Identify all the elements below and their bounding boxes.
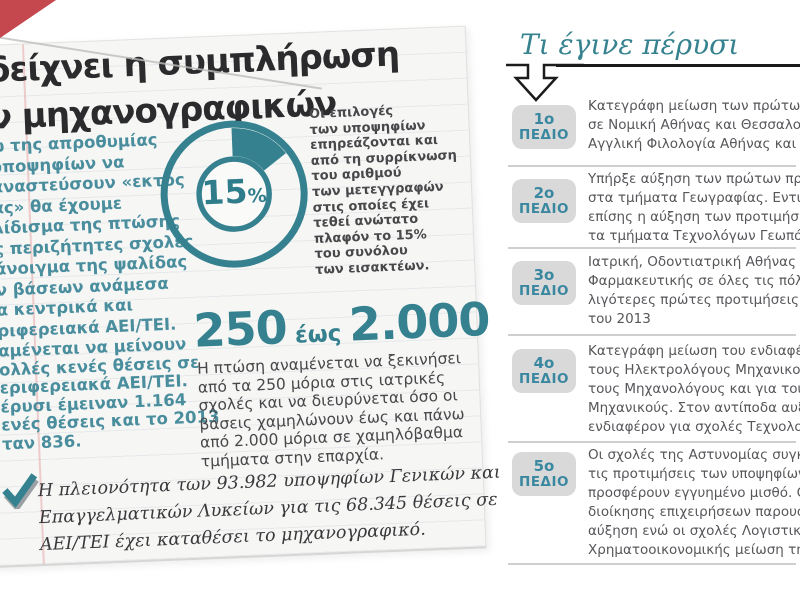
description-line: του 2013: [588, 311, 651, 327]
field-description-2: Υπήρξε αύξηση των πρώτων προτι στα τμήμα…: [588, 170, 800, 246]
badge-label: ΠΕΔΙΟ: [519, 282, 569, 299]
field-badge-2: 2ο ΠΕΔΙΟ: [512, 179, 576, 223]
badge-number: 5ο: [533, 456, 555, 475]
description-line: Ιατρική, Οδοντιατρική Αθήνας και τ: [588, 254, 800, 270]
percent-sign: %: [247, 184, 268, 208]
separator: [508, 334, 796, 336]
description-line: Υπήρξε αύξηση των πρώτων προτι: [588, 171, 800, 187]
description-line: τις προτιμήσεις των υποψηφίων,: [588, 466, 800, 482]
range-conjunction: έως: [286, 320, 350, 350]
separator: [508, 441, 796, 443]
badge-number: 3ο: [533, 265, 555, 284]
description-line: διοίκησης επιχειρήσεων παρουσιά: [588, 504, 800, 520]
field-badge-1: 1ο ΠΕΔΙΟ: [512, 105, 576, 149]
description-line: αύξηση ενώ οι σχολές Λογιστικής: [588, 523, 800, 539]
description-line: Οι σχολές της Αστυνομίας συγκεντ: [588, 447, 800, 463]
badge-number: 1ο: [533, 109, 555, 128]
description-line: ενδιαφέρον για σχολές Τεχνολογι: [588, 419, 800, 435]
separator: [508, 165, 796, 167]
percent-value: 15: [200, 171, 249, 213]
badge-number: 2ο: [533, 183, 555, 202]
field-description-3: Ιατρική, Οδοντιατρική Αθήνας και τ Φαρμα…: [588, 253, 800, 329]
description-line: προσφέρουν εγγυημένο μισθό. Οι: [588, 485, 800, 501]
description-line: Αγγλική Φιλολογία Αθήνας και Θεσσ: [588, 136, 800, 152]
badge-label: ΠΕΔΙΟ: [519, 200, 569, 217]
timeline-rule: [556, 64, 800, 67]
field-description-5: Οι σχολές της Αστυνομίας συγκεντ τις προ…: [588, 446, 800, 560]
field-description-1: Κατεγράφη μείωση των πρώτων πρ σε Νομική…: [588, 97, 800, 154]
description-line: σε Νομική Αθήνας και Θεσσαλονίκη: [588, 117, 800, 133]
red-corner-ribbon: [0, 0, 56, 38]
field-badge-4: 4ο ΠΕΔΙΟ: [512, 349, 576, 393]
paper-sheet: δείχνει η συμπλήρωση ν μηχανογραφικών ω …: [0, 25, 501, 570]
description-line: τα τμήματα Τεχνολόγων Γεωπόνων: [588, 228, 800, 244]
description-line: τους Ηλεκτρολόγους Μηχανικούς,: [588, 362, 800, 378]
badge-label: ΠΕΔΙΟ: [519, 370, 569, 387]
checkmark-icon: [2, 473, 39, 510]
timeline-header: Τι έγινε πέρυσι: [520, 28, 740, 61]
range-paragraph: Η πτώση αναμένεται να ξεκινήσει από τα 2…: [197, 349, 467, 471]
badge-label: ΠΕΔΙΟ: [519, 126, 569, 143]
description-line: Χρηματοοικονομικής μείωση της ζ: [588, 542, 800, 558]
field-badge-5: 5ο ΠΕΔΙΟ: [512, 452, 576, 496]
range-to: 2.000: [347, 291, 491, 352]
separator: [508, 247, 796, 249]
description-line: λιγότερες πρώτες προτιμήσεις το 2: [588, 292, 800, 308]
description-line: επίσης η αύξηση των προτιμήσεων: [588, 209, 800, 225]
description-line: Φαρμακευτικής σε όλες τις πόλεις: [588, 273, 800, 289]
vacancies-paragraph: αμένεται να μείνουν ολλές κενές θέσεις σ…: [0, 334, 221, 454]
separator: [508, 563, 796, 565]
footnote: Η πλειονότητα των 93.982 υποψηφίων Γενικ…: [37, 460, 503, 560]
description-line: Κατεγράφη μείωση των πρώτων πρ: [588, 98, 800, 114]
description-line: Κατεγράφη μείωση του ενδιαφέρο: [588, 343, 800, 359]
donut-wedge-15pct: [231, 128, 286, 171]
description-line: στα τμήματα Γεωγραφίας. Εντυπω: [588, 190, 800, 206]
donut-percentage: 15%: [177, 170, 290, 213]
range-headline: 250 έως 2.000: [193, 292, 491, 358]
field-description-4: Κατεγράφη μείωση του ενδιαφέρο τους Ηλεκ…: [588, 342, 800, 437]
range-from: 250: [192, 300, 288, 358]
badge-number: 4ο: [533, 353, 555, 372]
description-line: Μηχανικούς. Στον αντίποδα αυξήθ: [588, 400, 800, 416]
donut-note: Οι επιλογές των υποψηφίων επηρεάζονται κ…: [309, 101, 462, 278]
description-line: τους Μηχανολόγους και για τους Η: [588, 381, 800, 397]
field-badge-3: 3ο ΠΕΔΙΟ: [512, 261, 576, 305]
down-arrow-icon: [506, 63, 584, 102]
badge-label: ΠΕΔΙΟ: [519, 473, 569, 490]
donut-chart: [160, 120, 308, 268]
